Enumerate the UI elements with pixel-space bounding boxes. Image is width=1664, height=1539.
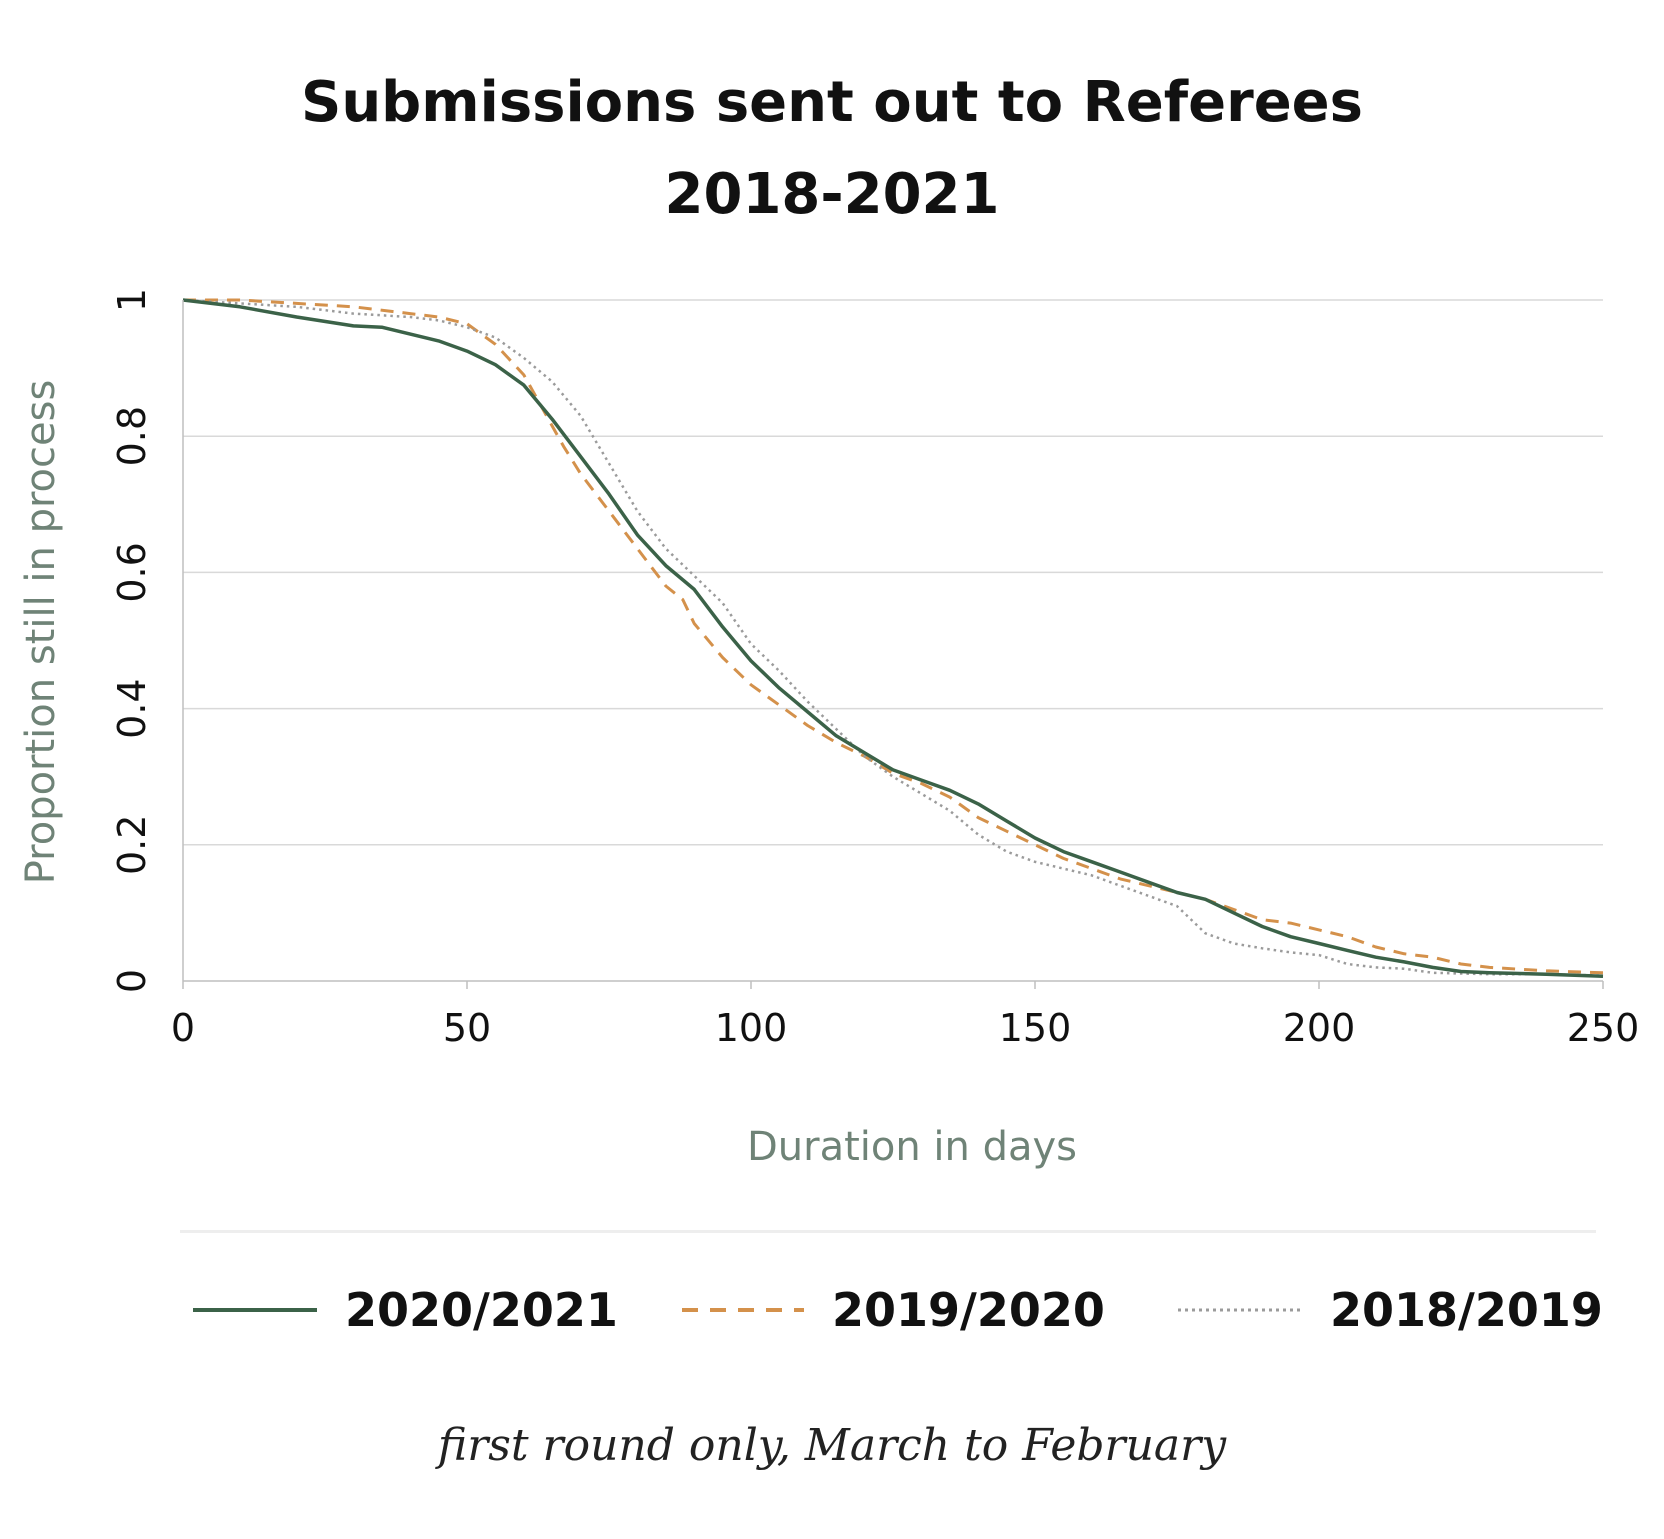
legend-label: 2018/2019 — [1330, 1283, 1603, 1337]
legend-item-2018-2019: 2018/2019 — [1178, 1270, 1603, 1350]
x-tick-label: 100 — [715, 1006, 788, 1050]
y-tick-label: 1 — [110, 288, 154, 312]
x-tick-label: 50 — [443, 1006, 491, 1050]
legend-item-2020-2021: 2020/2021 — [193, 1270, 618, 1350]
legend-divider — [180, 1230, 1596, 1233]
legend-label: 2019/2020 — [832, 1283, 1105, 1337]
series-line-2019-2020 — [183, 298, 1604, 975]
series-line-2020-2021 — [182, 298, 1604, 978]
plot-area: 0 0.2 0.4 0.6 0.8 1 0 50 100 150 200 250 Proportion… — [18, 288, 1640, 1170]
x-tick-label: 0 — [171, 1006, 195, 1050]
legend-swatch-dashed — [682, 1308, 804, 1312]
y-tick-label: 0.2 — [110, 815, 154, 875]
series-line-2018-2019 — [182, 298, 1604, 977]
x-tick-label: 250 — [1567, 1006, 1640, 1050]
y-tick-label: 0.8 — [110, 406, 154, 466]
y-tick-label: 0.4 — [110, 678, 154, 738]
legend-label: 2020/2021 — [345, 1283, 618, 1337]
legend-swatch-solid — [193, 1308, 317, 1312]
y-axis-label: Proportion still in process — [18, 380, 64, 885]
legend-item-2019-2020: 2019/2020 — [680, 1270, 1105, 1350]
chart-title: Submissions sent out to Referees — [300, 70, 1363, 135]
y-tick-label: 0.6 — [110, 542, 154, 602]
y-tick-label: 0 — [110, 969, 154, 993]
legend: 2020/2021 2019/2020 2018/2019 — [0, 1270, 1664, 1350]
x-tick-label: 200 — [1283, 1006, 1356, 1050]
legend-swatch-dotted — [1178, 1308, 1302, 1312]
chart-subtitle: 2018-2021 — [664, 162, 1000, 227]
x-tick-label: 150 — [999, 1006, 1072, 1050]
x-axis-label: Duration in days — [747, 1124, 1077, 1170]
footnote: first round only, March to February — [437, 1420, 1227, 1471]
